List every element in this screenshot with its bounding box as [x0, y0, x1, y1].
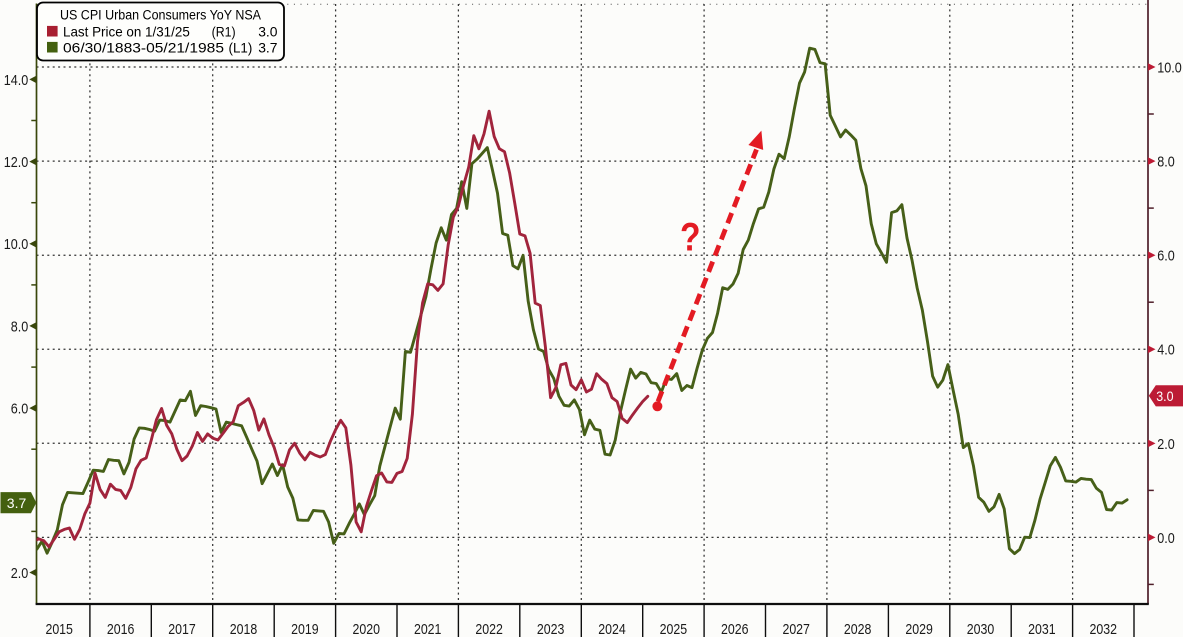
- svg-text:(L1): (L1): [229, 40, 253, 56]
- svg-text:10.0: 10.0: [4, 236, 29, 253]
- svg-text:3.0: 3.0: [258, 24, 278, 40]
- svg-text:6.0: 6.0: [11, 401, 29, 418]
- svg-text:8.0: 8.0: [11, 318, 29, 335]
- svg-text:2027: 2027: [782, 621, 810, 637]
- svg-text:2032: 2032: [1090, 621, 1118, 637]
- svg-text:4.0: 4.0: [1157, 342, 1175, 359]
- svg-text:2029: 2029: [905, 621, 933, 637]
- svg-text:3.7: 3.7: [7, 495, 27, 511]
- svg-text:(R1): (R1): [212, 24, 236, 40]
- svg-text:6.0: 6.0: [1157, 248, 1175, 265]
- svg-text:2030: 2030: [967, 621, 995, 637]
- svg-text:2.0: 2.0: [11, 565, 29, 582]
- svg-text:2018: 2018: [230, 621, 258, 637]
- svg-text:2021: 2021: [414, 621, 442, 637]
- svg-text:2016: 2016: [107, 621, 135, 637]
- svg-text:2020: 2020: [353, 621, 381, 637]
- svg-text:2022: 2022: [475, 621, 503, 637]
- svg-text:US CPI Urban Consumers YoY NSA: US CPI Urban Consumers YoY NSA: [60, 7, 261, 22]
- svg-text:2017: 2017: [168, 621, 196, 637]
- svg-text:2031: 2031: [1028, 621, 1056, 637]
- svg-text:Last Price on 1/31/25: Last Price on 1/31/25: [63, 24, 190, 40]
- svg-text:?: ?: [680, 216, 701, 260]
- svg-text:3.7: 3.7: [258, 40, 278, 56]
- svg-text:12.0: 12.0: [4, 154, 29, 171]
- svg-text:2025: 2025: [660, 621, 688, 637]
- svg-text:2026: 2026: [721, 621, 749, 637]
- svg-text:06/30/1883-05/21/1985: 06/30/1883-05/21/1985: [63, 40, 224, 56]
- svg-text:2015: 2015: [45, 621, 73, 637]
- svg-text:10.0: 10.0: [1157, 59, 1182, 76]
- svg-text:14.0: 14.0: [4, 72, 29, 89]
- svg-text:2028: 2028: [844, 621, 872, 637]
- svg-text:2019: 2019: [291, 621, 319, 637]
- svg-text:3.0: 3.0: [1156, 388, 1173, 404]
- svg-text:2.0: 2.0: [1157, 436, 1175, 453]
- svg-text:8.0: 8.0: [1157, 154, 1175, 171]
- svg-text:2023: 2023: [537, 621, 565, 637]
- svg-text:2024: 2024: [598, 621, 626, 637]
- svg-text:0.0: 0.0: [1157, 530, 1175, 547]
